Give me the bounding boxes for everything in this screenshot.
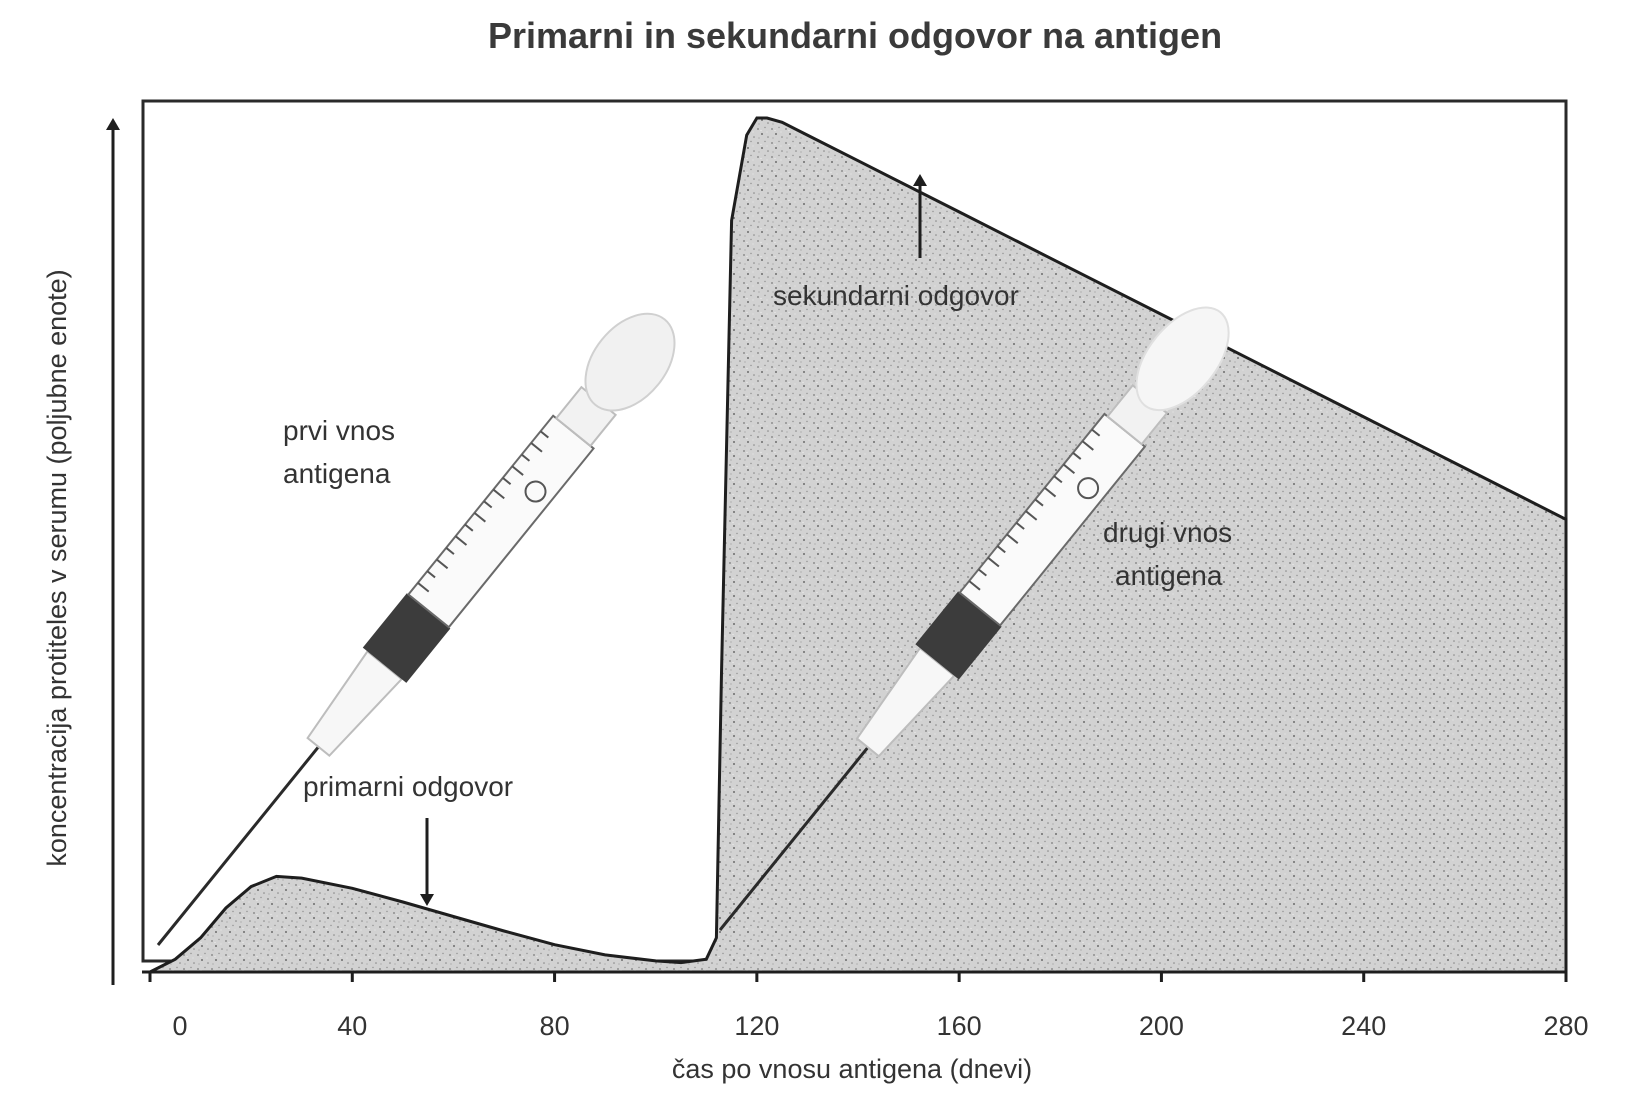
x-tick-label: 240 [1341, 1011, 1386, 1041]
x-tick-label: 80 [540, 1011, 570, 1041]
x-tick-label: 120 [734, 1011, 779, 1041]
x-tick-label: 40 [337, 1011, 367, 1041]
x-tick-label: 160 [937, 1011, 982, 1041]
second-injection-label-line1: drugi vnos [1103, 517, 1232, 548]
secondary-response-label: sekundarni odgovor [773, 280, 1019, 311]
second-syringe-icon [718, 306, 1230, 931]
first-syringe-icon [156, 312, 676, 946]
chart-title: Primarni in sekundarni odgovor na antige… [488, 15, 1222, 56]
antibody-area [149, 116, 1568, 974]
x-tick-label: 0 [172, 1011, 187, 1041]
y-axis-label: koncentracija protiteles v serumu (polju… [42, 269, 72, 866]
x-axis-ticks: 0 40 80 120 160 200 240 280 [148, 972, 1589, 1041]
second-injection-label-line2: antigena [1115, 560, 1223, 591]
first-injection-label-line1: prvi vnos [283, 415, 395, 446]
primary-response-label: primarni odgovor [303, 771, 513, 802]
x-tick-label: 280 [1543, 1011, 1588, 1041]
x-tick-label: 200 [1139, 1011, 1184, 1041]
x-axis-label: čas po vnosu antigena (dnevi) [672, 1054, 1032, 1084]
first-injection-label-line2: antigena [283, 458, 391, 489]
